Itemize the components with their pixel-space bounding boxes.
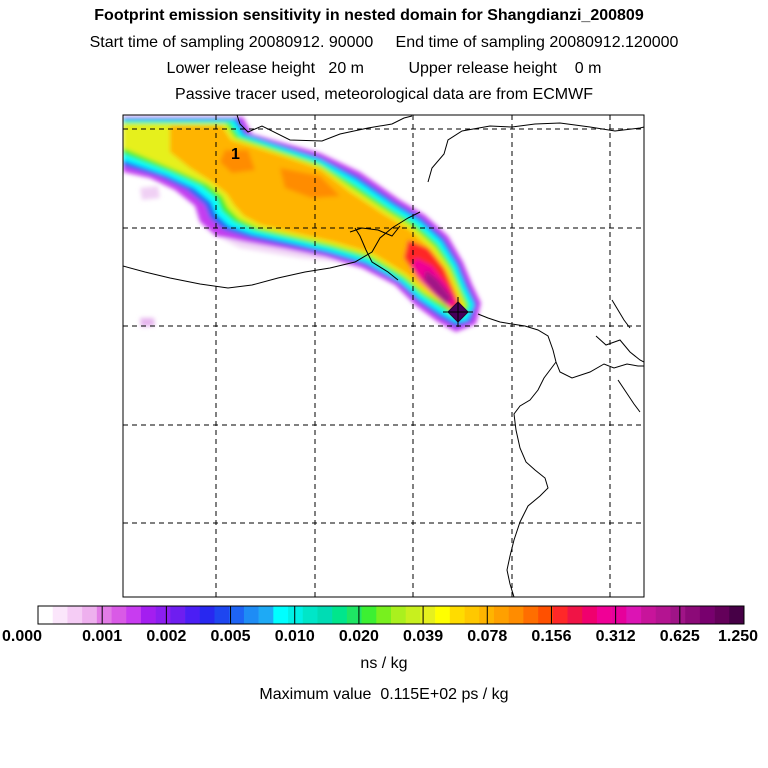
- colorbar-tick-label: 0.039: [403, 628, 444, 645]
- colorbar-cell: [243, 606, 259, 624]
- colorbar-tick-label: 0.002: [146, 628, 187, 645]
- colorbar-cell: [229, 606, 245, 624]
- colorbar-tick-label: 0.005: [210, 628, 251, 645]
- colorbar-tick-label: 0.156: [531, 628, 572, 645]
- colorbar-tick-label: 0.312: [595, 628, 636, 645]
- colorbar-tick-label: 0.020: [338, 628, 379, 645]
- colorbar-cell: [170, 606, 186, 624]
- figure-title: Footprint emission sensitivity in nested…: [94, 7, 644, 24]
- colorbar-cell: [82, 606, 98, 624]
- colorbar-cell: [185, 606, 201, 624]
- colorbar-cell: [302, 606, 318, 624]
- coastline: [506, 361, 557, 597]
- colorbar-cell: [567, 606, 583, 624]
- colorbar-cell: [111, 606, 127, 624]
- plume-faint-patch: [140, 318, 155, 327]
- sampling-time-line: Start time of sampling 20080912. 90000 E…: [89, 34, 679, 51]
- release-site-marker: [443, 297, 473, 327]
- colorbar-cell: [140, 606, 156, 624]
- coastline: [617, 379, 641, 413]
- colorbar-cell: [626, 606, 642, 624]
- colorbar-cell: [641, 606, 657, 624]
- colorbar-cell: [714, 606, 730, 624]
- colorbar-cell: [317, 606, 333, 624]
- border-line: [349, 225, 401, 237]
- plume-deep-orange-patch: [280, 168, 340, 198]
- colorbar-cell: [699, 606, 715, 624]
- colorbar-cell: [67, 606, 83, 624]
- colorbar-cell: [538, 606, 554, 624]
- colorbar-cell: [155, 606, 171, 624]
- colorbar-cell: [199, 606, 215, 624]
- colorbar-cell: [258, 606, 274, 624]
- plume-orange-core: [170, 126, 462, 311]
- colorbar-cell: [52, 606, 68, 624]
- tracer-note-line: Passive tracer used, meteorological data…: [175, 86, 593, 103]
- colorbar-tick-label: 1.250: [717, 628, 759, 645]
- colorbar-cell: [464, 606, 480, 624]
- colorbar-cell: [655, 606, 671, 624]
- colorbar-cell: [96, 606, 112, 624]
- colorbar-cell: [449, 606, 465, 624]
- coastline: [595, 335, 644, 363]
- border-line: [427, 122, 644, 183]
- colorbar-tick-label: 0.000: [1, 628, 43, 645]
- colorbar-cell: [126, 606, 142, 624]
- colorbar-cell: [420, 606, 436, 624]
- border-line: [123, 211, 421, 289]
- colorbar-cell: [38, 606, 54, 624]
- colorbar-cell: [273, 606, 289, 624]
- colorbar-cell: [435, 606, 451, 624]
- colorbar-cell: [346, 606, 362, 624]
- plume-purple-core: [424, 270, 452, 304]
- colorbar-tick-label: 0.001: [82, 628, 123, 645]
- plume-deep-orange-patch: [220, 150, 255, 173]
- plume-faint-patch: [220, 238, 340, 262]
- colorbar-cells: [38, 606, 745, 624]
- maximum-value-note: Maximum value 0.115E+02 ps / kg: [259, 686, 509, 703]
- colorbar-cell: [729, 606, 745, 624]
- colorbar-cell: [552, 606, 568, 624]
- colorbar-cell: [685, 606, 701, 624]
- colorbar-tick-label: 0.010: [274, 628, 315, 645]
- colorbar-cell: [670, 606, 686, 624]
- coastlines-borders: [123, 115, 644, 597]
- colorbar-cell: [332, 606, 348, 624]
- colorbar-cell: [288, 606, 304, 624]
- colorbar-tick-label: 0.625: [659, 628, 700, 645]
- colorbar-cell: [611, 606, 627, 624]
- release-number-label: 1: [231, 146, 240, 163]
- colorbar-cell: [479, 606, 495, 624]
- colorbar-cell: [596, 606, 612, 624]
- colorbar-cell: [361, 606, 377, 624]
- plume-layers: [123, 117, 481, 332]
- coastline: [611, 299, 631, 329]
- colorbar-cell: [405, 606, 421, 624]
- colorbar-cell: [214, 606, 230, 624]
- colorbar-cell: [508, 606, 524, 624]
- border-line: [354, 227, 399, 281]
- lat-lon-grid: [123, 115, 644, 597]
- plume-faint-patch: [140, 186, 160, 200]
- colorbar-unit: ns / kg: [360, 655, 408, 672]
- colorbar-cell: [582, 606, 598, 624]
- colorbar-cell: [391, 606, 407, 624]
- map-frame: [122, 114, 645, 598]
- release-height-line: Lower release height 20 m Upper release …: [166, 60, 602, 77]
- colorbar-frame: [37, 605, 745, 625]
- colorbar-cell: [523, 606, 539, 624]
- colorbar-cell: [493, 606, 509, 624]
- colorbar-tick-label: 0.078: [467, 628, 508, 645]
- colorbar-cell: [376, 606, 392, 624]
- border-line: [236, 115, 413, 142]
